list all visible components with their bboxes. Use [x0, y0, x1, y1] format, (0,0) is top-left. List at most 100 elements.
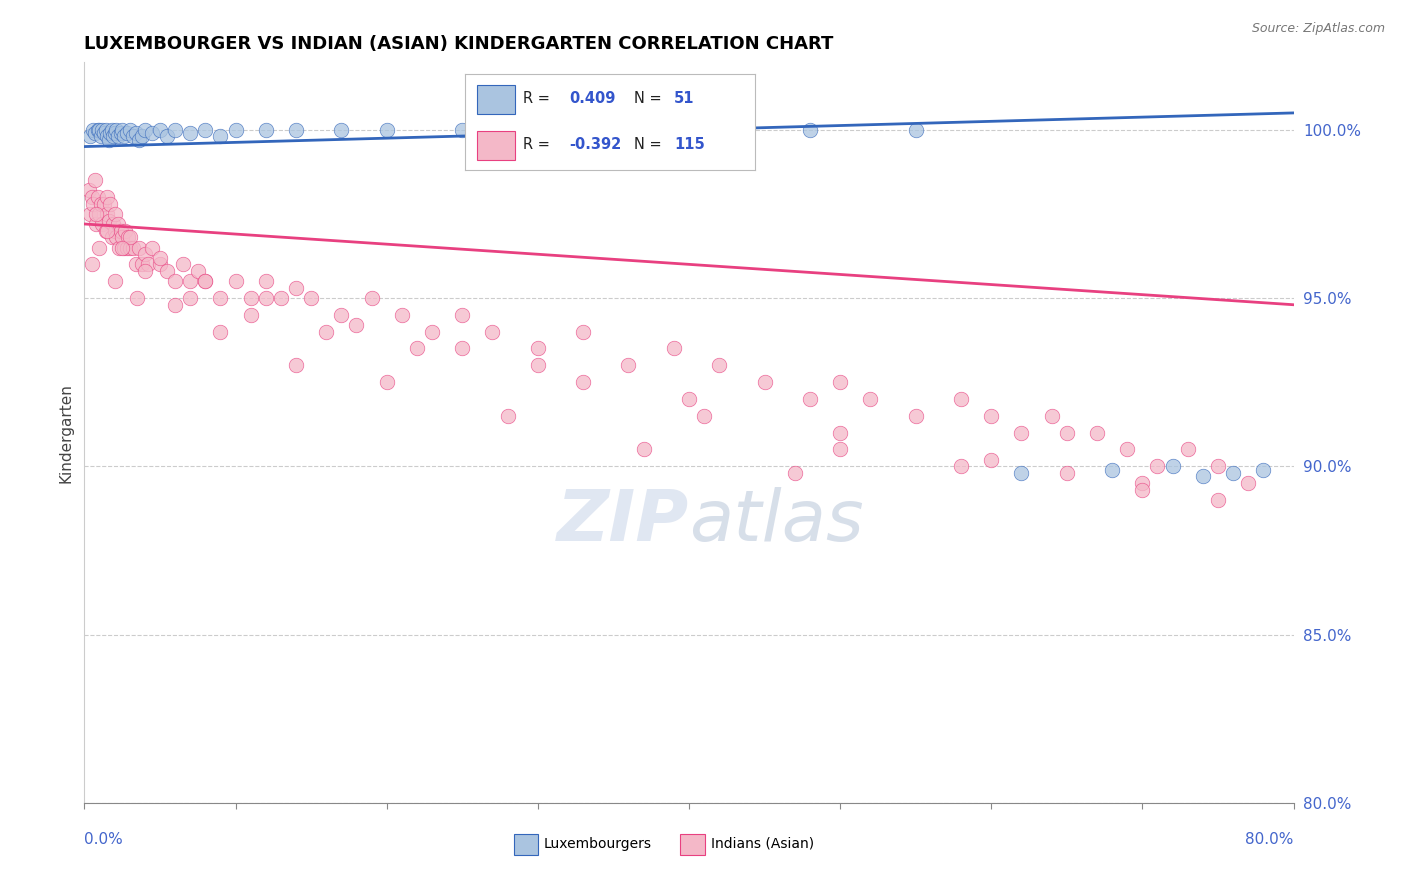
Point [117, 230, 139, 244]
Point [859, 392, 882, 406]
Point [96, 129, 118, 144]
Bar [513, 834, 538, 855]
Point [115, 126, 138, 140]
Point [179, 274, 201, 288]
Point [114, 224, 136, 238]
Point [112, 241, 135, 255]
Point [1222, 466, 1244, 480]
Point [709, 122, 731, 136]
Point [1085, 425, 1108, 440]
Point [950, 459, 973, 474]
Point [96, 224, 118, 238]
Point [131, 257, 153, 271]
Point [904, 409, 927, 423]
Point [105, 122, 128, 136]
Point [1101, 463, 1123, 477]
Point [830, 375, 852, 389]
Point [128, 133, 150, 147]
Text: Indians (Asian): Indians (Asian) [710, 837, 814, 850]
Point [239, 291, 262, 305]
Point [118, 230, 141, 244]
Point [101, 217, 124, 231]
Point [783, 466, 806, 480]
Point [118, 241, 141, 255]
Point [678, 392, 700, 406]
Point [149, 251, 172, 265]
Point [84, 173, 107, 187]
Point [194, 274, 217, 288]
Point [194, 274, 217, 288]
Point [496, 409, 519, 423]
Point [100, 122, 122, 136]
Point [1132, 476, 1154, 491]
Point [84, 126, 107, 140]
Point [111, 122, 134, 136]
Point [187, 264, 209, 278]
Point [104, 126, 127, 140]
Point [111, 230, 134, 244]
Point [375, 122, 398, 136]
Point [481, 325, 503, 339]
Point [112, 129, 135, 144]
Point [128, 241, 150, 255]
Point [1206, 492, 1229, 507]
Point [82, 196, 104, 211]
Point [285, 281, 308, 295]
Point [104, 207, 127, 221]
Point [87, 190, 110, 204]
Point [179, 291, 201, 305]
Point [527, 359, 550, 373]
Point [209, 291, 232, 305]
Point [165, 122, 187, 136]
Point [77, 183, 100, 197]
Point [90, 196, 112, 211]
Text: ZIP: ZIP [557, 487, 689, 556]
Point [1161, 459, 1184, 474]
Point [391, 308, 413, 322]
Point [225, 274, 247, 288]
Point [93, 196, 115, 211]
Point [225, 122, 247, 136]
Point [91, 122, 114, 136]
Point [100, 230, 122, 244]
Point [97, 133, 120, 147]
Point [209, 129, 232, 144]
Point [209, 325, 232, 339]
Point [101, 129, 124, 144]
Point [149, 257, 172, 271]
Point [330, 122, 353, 136]
Point [1206, 459, 1229, 474]
Point [451, 308, 474, 322]
Point [115, 241, 138, 255]
Point [662, 342, 685, 356]
Point [830, 425, 852, 440]
Point [89, 241, 111, 255]
Point [830, 442, 852, 457]
Text: 0.0%: 0.0% [84, 832, 124, 847]
Point [80, 257, 103, 271]
Point [194, 122, 217, 136]
Point [904, 122, 927, 136]
Point [709, 359, 731, 373]
Point [330, 308, 353, 322]
Point [799, 392, 821, 406]
Point [406, 342, 429, 356]
Point [1146, 459, 1168, 474]
Point [118, 122, 141, 136]
Point [80, 190, 103, 204]
Point [93, 126, 115, 140]
Point [91, 217, 114, 231]
Point [89, 207, 111, 221]
Point [270, 291, 292, 305]
Point [179, 126, 201, 140]
Point [108, 241, 131, 255]
Point [451, 122, 474, 136]
Point [111, 241, 134, 255]
Text: Source: ZipAtlas.com: Source: ZipAtlas.com [1251, 22, 1385, 36]
Point [1132, 483, 1154, 497]
Point [87, 122, 110, 136]
Point [131, 129, 153, 144]
Point [375, 375, 398, 389]
Point [125, 126, 148, 140]
Point [82, 122, 104, 136]
